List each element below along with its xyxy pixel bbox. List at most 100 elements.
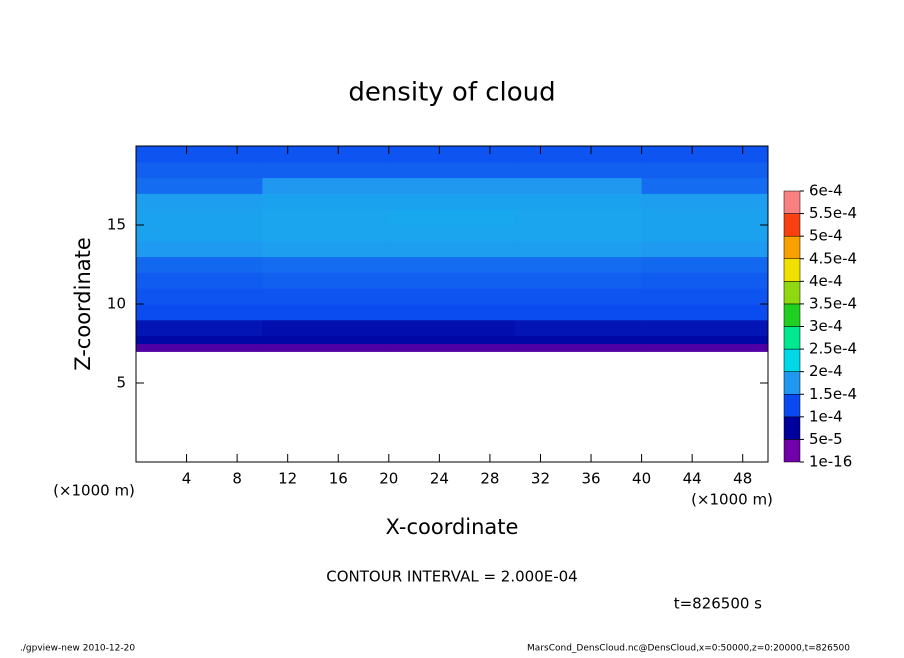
contour-cell xyxy=(388,319,516,337)
contour-cell xyxy=(641,319,769,337)
colorbar-label: 4.5e-4 xyxy=(809,249,857,267)
contour-cell xyxy=(262,272,390,289)
contour-cell xyxy=(515,240,643,258)
contour-cell xyxy=(262,225,390,242)
contour-cell xyxy=(262,319,390,337)
x-tick-label: 20 xyxy=(379,470,398,488)
contour-cell xyxy=(136,343,263,352)
contour-cell xyxy=(641,209,769,226)
contour-cell xyxy=(515,256,643,273)
contour-cell xyxy=(641,304,769,321)
contour-cell xyxy=(515,304,643,321)
colorbar-label: 4e-4 xyxy=(809,272,843,290)
contour-cell xyxy=(262,335,390,344)
contour-cell xyxy=(515,288,643,305)
colorbar-box xyxy=(783,213,801,237)
contour-cell xyxy=(388,256,516,273)
contour-cell xyxy=(136,272,263,289)
x-tick-label: 36 xyxy=(581,470,600,488)
contour-cell xyxy=(515,161,643,179)
x-tick-label: 40 xyxy=(632,470,651,488)
contour-note: CONTOUR INTERVAL = 2.000E-04 xyxy=(326,568,577,586)
colorbar-label: 3.5e-4 xyxy=(809,294,857,312)
contour-cell xyxy=(262,209,390,226)
x-tick-label: 48 xyxy=(733,470,752,488)
contour-cell xyxy=(388,304,516,321)
contour-cell xyxy=(515,225,643,242)
colorbar-box xyxy=(783,416,801,440)
contour-cell xyxy=(641,177,769,194)
contour-cell xyxy=(136,256,263,273)
footer-right: MarsCond_DensCloud.nc@DensCloud,x=0:5000… xyxy=(527,644,850,654)
x-tick-label: 24 xyxy=(430,470,449,488)
footer-left: ./gpview-new 2010-12-20 xyxy=(20,644,135,654)
contour-cell xyxy=(136,304,263,321)
x-unit: (×1000 m) xyxy=(691,491,773,509)
x-axis-label: X-coordinate xyxy=(386,515,519,539)
contour-cell xyxy=(388,177,516,194)
x-tick-label: 16 xyxy=(329,470,348,488)
contour-cell xyxy=(136,225,263,242)
contour-cell xyxy=(641,272,769,289)
contour-cell xyxy=(641,146,769,163)
colorbar-box xyxy=(783,326,801,350)
contour-cell xyxy=(515,319,643,337)
y-axis-label: Z-coordinate xyxy=(71,237,95,371)
time-label: t=826500 s xyxy=(674,595,762,613)
contour-cell xyxy=(641,161,769,179)
contour-cell xyxy=(136,319,263,337)
contour-cell xyxy=(136,288,263,305)
colorbar-label: 6e-4 xyxy=(809,182,843,200)
x-tick-label: 8 xyxy=(232,470,242,488)
x-tick-label: 12 xyxy=(278,470,297,488)
contour-cell xyxy=(515,335,643,344)
colorbar-label: 5e-5 xyxy=(809,430,843,448)
contour-cell xyxy=(515,343,643,352)
colorbar-label: 1e-16 xyxy=(809,453,852,471)
contour-cell xyxy=(388,146,516,163)
colorbar-label: 2.5e-4 xyxy=(809,340,857,358)
colorbar-box xyxy=(783,439,801,463)
x-tick-label: 32 xyxy=(531,470,550,488)
contour-cell xyxy=(641,335,769,344)
contour-cell xyxy=(262,288,390,305)
contour-cell xyxy=(262,177,390,194)
contour-cell xyxy=(136,209,263,226)
contour-cell xyxy=(136,146,263,163)
colorbar-box xyxy=(783,258,801,282)
contour-cell xyxy=(515,193,643,210)
contour-cell xyxy=(262,343,390,352)
colorbar-box xyxy=(783,394,801,418)
colorbar-label: 1.5e-4 xyxy=(809,385,857,403)
contour-cell xyxy=(136,177,263,194)
contour-cell xyxy=(136,161,263,179)
colorbar-label: 5.5e-4 xyxy=(809,204,857,222)
contour-cell xyxy=(388,335,516,344)
contour-cell xyxy=(515,177,643,194)
contour-cell xyxy=(388,161,516,179)
contour-cell xyxy=(641,193,769,210)
contour-cell xyxy=(262,146,390,163)
x-tick-label: 44 xyxy=(683,470,702,488)
colorbar-box xyxy=(783,303,801,327)
y-unit: (×1000 m) xyxy=(53,482,135,500)
colorbar-box xyxy=(783,371,801,395)
contour-cell xyxy=(262,193,390,210)
colorbar-label: 5e-4 xyxy=(809,227,843,245)
colorbar-box xyxy=(783,348,801,372)
y-tick-label: 15 xyxy=(107,216,126,234)
contour-cell xyxy=(515,272,643,289)
contour-cell xyxy=(262,240,390,258)
contour-cell xyxy=(388,288,516,305)
contour-cell xyxy=(641,225,769,242)
contour-cell xyxy=(641,256,769,273)
colorbar-box xyxy=(783,235,801,260)
contour-cell xyxy=(641,240,769,258)
colorbar-label: 1e-4 xyxy=(809,407,843,425)
contour-cell xyxy=(641,288,769,305)
contour-cell xyxy=(388,240,516,258)
contour-cell xyxy=(388,343,516,352)
contour-cell xyxy=(388,272,516,289)
contour-cell xyxy=(136,335,263,344)
